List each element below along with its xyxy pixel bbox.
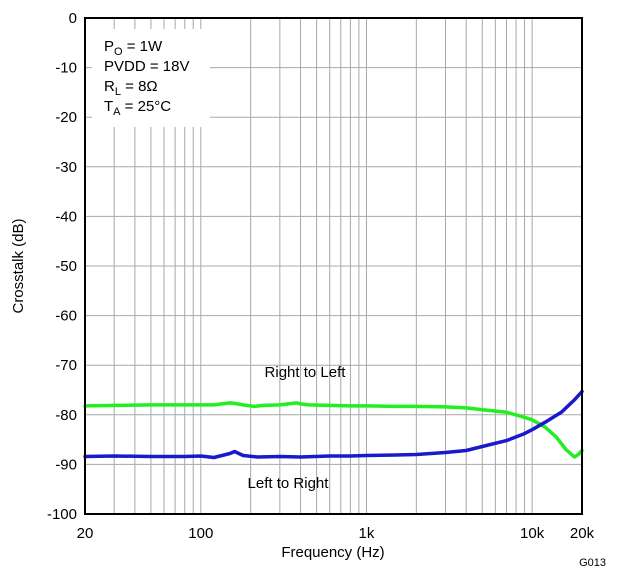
x-tick-label: 20 [77, 525, 94, 542]
x-tick-label: 10k [520, 525, 545, 542]
y-tick-label: -50 [55, 258, 77, 275]
y-tick-label: -60 [55, 308, 77, 325]
series-line-0 [83, 401, 584, 459]
y-tick-label: -70 [55, 357, 77, 374]
y-tick-label: -40 [55, 208, 77, 225]
y-tick-label: -10 [55, 60, 77, 77]
conditions-box-background [92, 29, 210, 127]
y-axis-title: Crosstalk (dB) [10, 218, 27, 313]
condition-line: RL = 8Ω [104, 78, 158, 98]
y-tick-label: -100 [47, 506, 77, 523]
figure-code: G013 [579, 557, 606, 569]
y-tick-label: 0 [69, 10, 77, 27]
y-tick-label: -30 [55, 159, 77, 176]
series-label-0: Right to Left [265, 364, 347, 381]
series-label-1: Left to Right [248, 475, 330, 492]
series-lines [83, 389, 584, 460]
y-tick-label: -20 [55, 109, 77, 126]
plot-frame [84, 17, 583, 515]
condition-line: PVDD = 18V [104, 58, 189, 75]
condition-line: TA = 25°C [104, 98, 171, 118]
series-line-1 [83, 389, 584, 460]
x-tick-label: 1k [359, 525, 375, 542]
condition-line: PO = 1W [104, 38, 163, 58]
x-tick-label: 100 [188, 525, 213, 542]
x-axis-title: Frequency (Hz) [281, 544, 384, 561]
series-annotations: Right to Left Left to Right [248, 364, 347, 492]
x-tick-label: 20k [570, 525, 595, 542]
y-tick-label: -80 [55, 407, 77, 424]
y-tick-label: -90 [55, 456, 77, 473]
